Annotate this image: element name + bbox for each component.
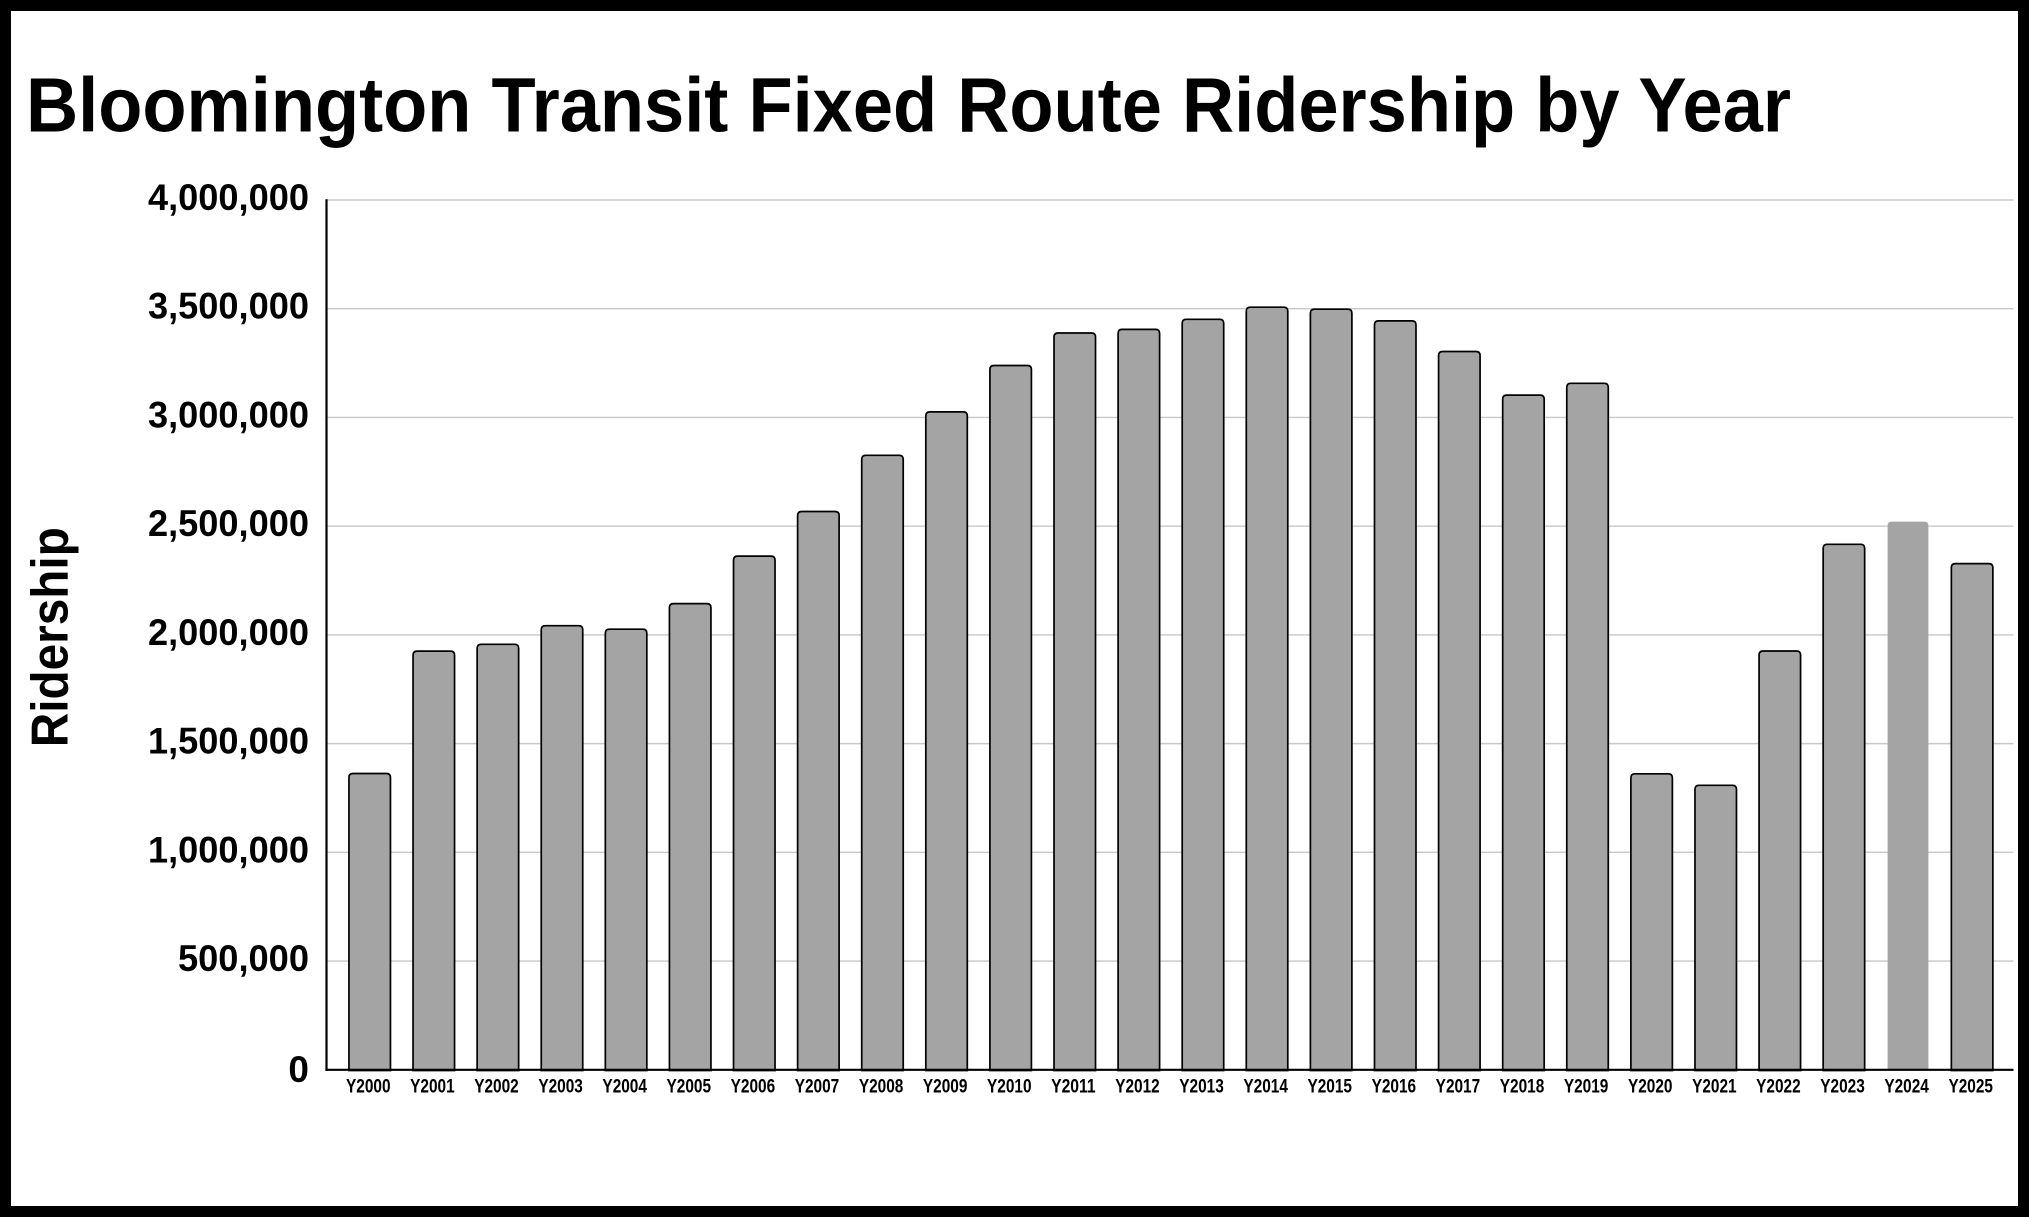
svg-text:Y2009: Y2009 [923,1076,968,1098]
svg-text:Y2017: Y2017 [1436,1076,1481,1098]
svg-text:Y2004: Y2004 [602,1076,647,1098]
svg-text:2,500,000: 2,500,000 [148,503,309,544]
svg-text:Y2013: Y2013 [1179,1076,1224,1098]
svg-text:Y2019: Y2019 [1564,1076,1609,1098]
svg-text:Y2023: Y2023 [1820,1076,1865,1098]
svg-text:4,000,000: 4,000,000 [148,177,309,218]
svg-text:Y2003: Y2003 [538,1076,583,1098]
svg-text:Y2008: Y2008 [859,1076,904,1098]
svg-text:Y2002: Y2002 [474,1076,519,1098]
svg-text:Y2014: Y2014 [1243,1076,1288,1098]
svg-text:Bloomington Transit Fixed Rout: Bloomington Transit Fixed Route Ridershi… [26,63,1791,149]
svg-text:Ridership: Ridership [21,527,79,747]
svg-text:0: 0 [288,1049,309,1090]
svg-text:1,500,000: 1,500,000 [148,721,309,762]
svg-text:Y2006: Y2006 [731,1076,776,1098]
svg-text:Y2011: Y2011 [1051,1076,1096,1098]
svg-text:3,000,000: 3,000,000 [148,394,309,435]
svg-text:Y2015: Y2015 [1307,1076,1352,1098]
svg-text:Y2010: Y2010 [987,1076,1032,1098]
svg-text:Y2020: Y2020 [1628,1076,1673,1098]
svg-text:2,000,000: 2,000,000 [148,612,309,653]
svg-text:Y2021: Y2021 [1692,1076,1737,1098]
svg-text:Y2007: Y2007 [795,1076,840,1098]
svg-text:Y2001: Y2001 [410,1076,455,1098]
svg-text:Y2012: Y2012 [1115,1076,1160,1098]
svg-text:Y2016: Y2016 [1372,1076,1417,1098]
svg-text:Y2018: Y2018 [1500,1076,1545,1098]
svg-text:3,500,000: 3,500,000 [148,286,309,327]
svg-text:500,000: 500,000 [178,938,309,979]
svg-text:Y2000: Y2000 [346,1076,391,1098]
svg-text:Y2005: Y2005 [667,1076,712,1098]
svg-text:1,000,000: 1,000,000 [148,829,309,870]
svg-text:Y2022: Y2022 [1756,1076,1801,1098]
svg-text:Y2024: Y2024 [1884,1076,1929,1098]
svg-text:Y2025: Y2025 [1948,1076,1993,1098]
